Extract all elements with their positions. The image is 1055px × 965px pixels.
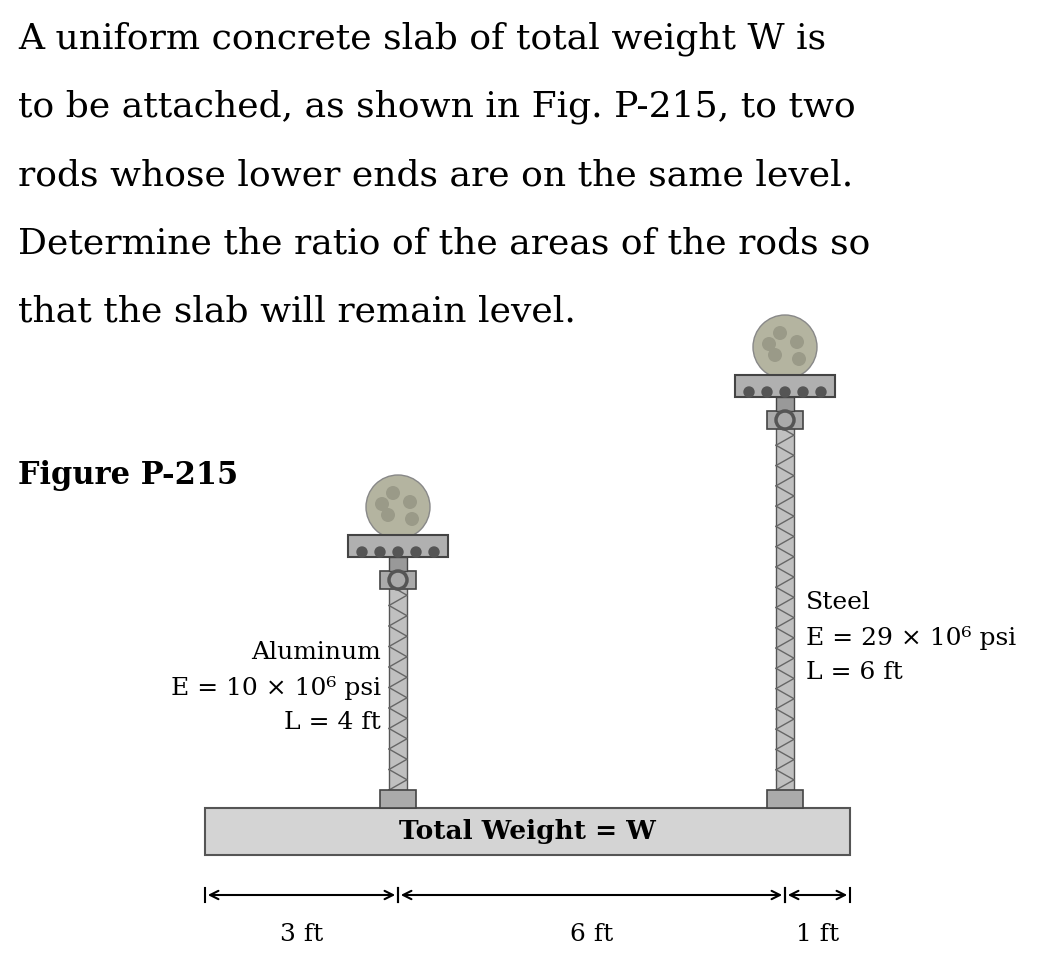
Circle shape (375, 547, 385, 557)
Text: Steel
E = 29 × 10⁶ psi
L = 6 ft: Steel E = 29 × 10⁶ psi L = 6 ft (806, 592, 1016, 683)
Circle shape (411, 547, 421, 557)
Circle shape (403, 495, 417, 509)
Circle shape (394, 547, 403, 557)
Text: that the slab will remain level.: that the slab will remain level. (18, 294, 576, 328)
Circle shape (429, 547, 439, 557)
Circle shape (366, 475, 430, 539)
Bar (389, 557, 407, 571)
Circle shape (768, 348, 782, 362)
Bar (380, 790, 416, 808)
Bar (205, 808, 850, 855)
Bar (348, 535, 448, 557)
Text: Total Weight = W: Total Weight = W (399, 819, 656, 844)
Bar (767, 411, 803, 429)
Bar (380, 571, 416, 589)
Circle shape (357, 547, 367, 557)
Text: A uniform concrete slab of total weight W is: A uniform concrete slab of total weight … (18, 22, 826, 57)
Bar (389, 585, 407, 790)
Circle shape (375, 497, 389, 511)
Circle shape (386, 486, 400, 500)
Circle shape (816, 387, 826, 397)
Circle shape (792, 352, 806, 366)
Circle shape (762, 337, 776, 351)
Text: Aluminum
E = 10 × 10⁶ psi
L = 4 ft: Aluminum E = 10 × 10⁶ psi L = 4 ft (171, 642, 381, 733)
Text: rods whose lower ends are on the same level.: rods whose lower ends are on the same le… (18, 158, 853, 192)
Circle shape (798, 387, 808, 397)
Bar (776, 397, 794, 411)
Circle shape (762, 387, 772, 397)
Circle shape (405, 512, 419, 526)
Text: Determine the ratio of the areas of the rods so: Determine the ratio of the areas of the … (18, 226, 870, 260)
Text: to be attached, as shown in Fig. P-215, to two: to be attached, as shown in Fig. P-215, … (18, 90, 856, 124)
Circle shape (753, 315, 817, 379)
Text: 3 ft: 3 ft (280, 923, 323, 946)
Bar (776, 425, 794, 790)
Text: 1 ft: 1 ft (795, 923, 839, 946)
Circle shape (780, 387, 790, 397)
Bar (767, 790, 803, 808)
Text: 6 ft: 6 ft (570, 923, 613, 946)
Circle shape (381, 508, 395, 522)
Circle shape (790, 335, 804, 349)
Circle shape (744, 387, 754, 397)
Text: Figure P-215: Figure P-215 (18, 460, 238, 491)
Circle shape (773, 326, 787, 340)
Bar (735, 375, 835, 397)
